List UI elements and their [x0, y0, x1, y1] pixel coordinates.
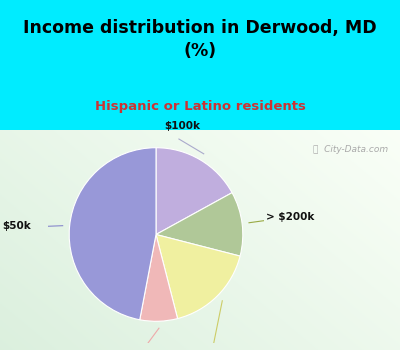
- Text: ⓘ  City-Data.com: ⓘ City-Data.com: [313, 145, 388, 154]
- Wedge shape: [156, 234, 240, 318]
- Wedge shape: [156, 193, 243, 256]
- Wedge shape: [69, 148, 156, 320]
- Text: Income distribution in Derwood, MD
(%): Income distribution in Derwood, MD (%): [23, 19, 377, 60]
- Text: Hispanic or Latino residents: Hispanic or Latino residents: [94, 100, 306, 113]
- Text: > $200k: > $200k: [266, 212, 315, 222]
- Wedge shape: [140, 234, 178, 321]
- Wedge shape: [156, 148, 232, 234]
- Text: $100k: $100k: [164, 121, 200, 131]
- Text: $50k: $50k: [3, 221, 32, 231]
